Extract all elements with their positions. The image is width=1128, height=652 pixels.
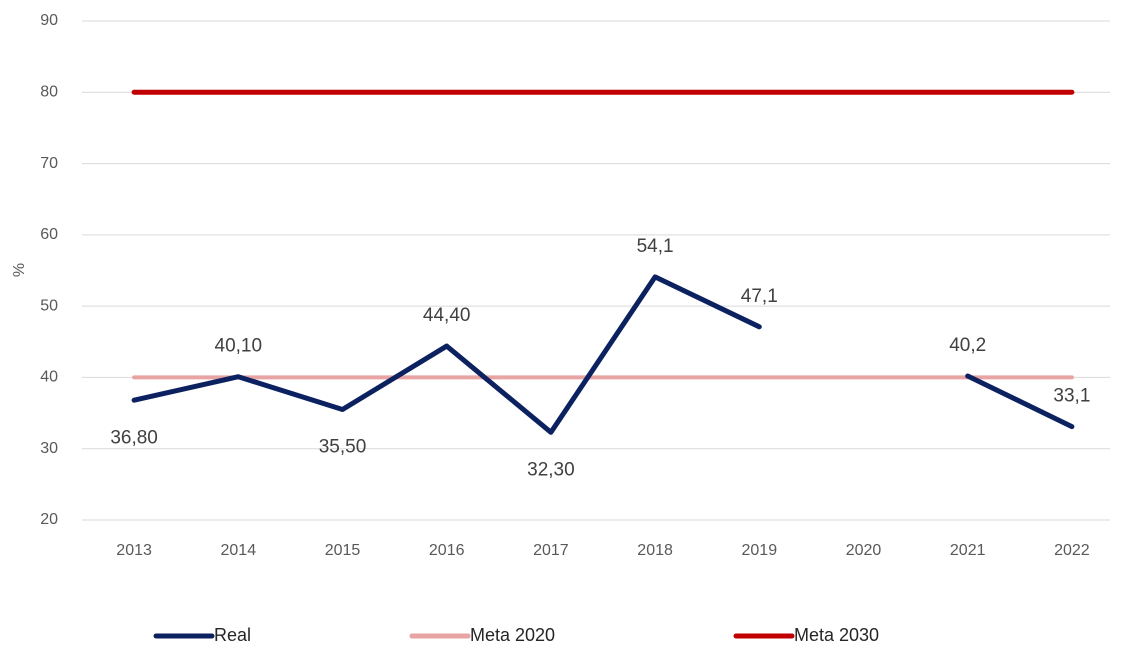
legend-label: Real bbox=[214, 625, 251, 645]
x-tick-label: 2013 bbox=[116, 542, 152, 559]
data-label: 35,50 bbox=[319, 437, 367, 458]
x-tick-label: 2017 bbox=[533, 542, 569, 559]
x-tick-label: 2015 bbox=[325, 542, 361, 559]
y-tick-label: 70 bbox=[40, 155, 58, 172]
data-label: 36,80 bbox=[110, 427, 158, 448]
x-tick-label: 2016 bbox=[429, 542, 465, 559]
x-tick-label: 2020 bbox=[846, 542, 882, 559]
y-tick-label: 90 bbox=[40, 12, 58, 29]
x-tick-label: 2014 bbox=[221, 542, 257, 559]
data-label: 32,30 bbox=[527, 459, 575, 480]
y-axis-label: % bbox=[11, 263, 28, 277]
y-tick-label: 50 bbox=[40, 297, 58, 314]
y-tick-label: 30 bbox=[40, 440, 58, 457]
x-tick-label: 2022 bbox=[1054, 542, 1090, 559]
y-tick-label: 80 bbox=[40, 84, 58, 101]
y-tick-label: 20 bbox=[40, 511, 58, 528]
x-tick-label: 2021 bbox=[950, 542, 986, 559]
x-tick-label: 2018 bbox=[637, 542, 673, 559]
legend-label: Meta 2020 bbox=[470, 625, 555, 645]
data-label: 44,40 bbox=[423, 305, 471, 326]
x-tick-label: 2019 bbox=[742, 542, 778, 559]
series-line bbox=[131, 274, 1075, 435]
data-label: 33,1 bbox=[1053, 386, 1090, 407]
y-tick-label: 40 bbox=[40, 369, 58, 386]
data-label: 40,2 bbox=[949, 335, 986, 356]
y-tick-label: 60 bbox=[40, 226, 58, 243]
legend-label: Meta 2030 bbox=[794, 625, 879, 645]
data-label: 47,1 bbox=[741, 286, 778, 307]
data-label: 54,1 bbox=[637, 236, 674, 257]
data-label: 40,10 bbox=[215, 336, 263, 357]
